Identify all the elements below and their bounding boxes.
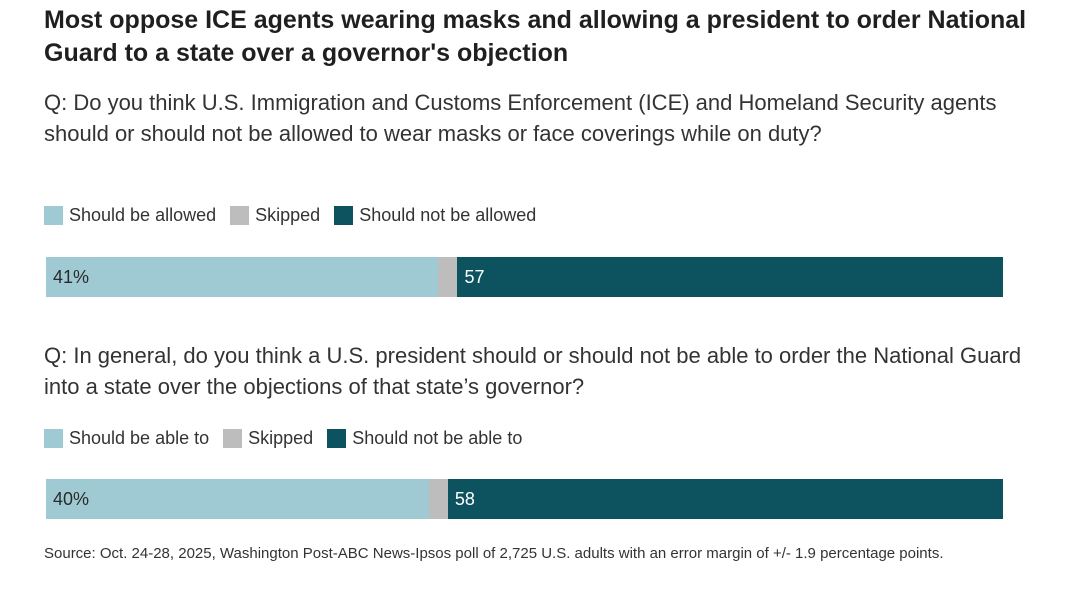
bar-segment-should-be-able-to: 40% [46, 479, 429, 519]
legend-label-skipped: Skipped [248, 428, 314, 448]
stacked-bar-ice-masks: 41% 57 [46, 257, 1003, 297]
question-national-guard: Q: In general, do you think a U.S. presi… [44, 343, 1022, 399]
legend-label-should-be-allowed: Should be allowed [69, 205, 217, 225]
data-label-should-be-allowed: 41% [53, 267, 90, 287]
legend-swatch-should-be-able-to [44, 429, 63, 448]
legend-label-skipped: Skipped [255, 205, 321, 225]
legend-item-should-be-able-to: Should be able to [44, 428, 209, 449]
legend-item-skipped: Skipped [230, 205, 320, 226]
bar-segment-skipped [428, 479, 448, 519]
bar-segment-should-not-be-allowed: 57 [457, 257, 1003, 297]
data-label-should-not-be-able-to: 58 [454, 489, 475, 509]
stacked-bar-national-guard: 40% 58 [46, 479, 1003, 519]
question-ice-masks: Q: Do you think U.S. Immigration and Cus… [44, 90, 997, 146]
data-label-should-not-be-allowed: 57 [464, 267, 485, 287]
legend-swatch-should-not-be-able-to [327, 429, 347, 448]
legend-item-should-be-allowed: Should be allowed [44, 205, 216, 226]
data-label-should-be-able-to: 40% [53, 489, 90, 509]
bar-segment-skipped [438, 257, 458, 297]
legend-label-should-not-be-allowed: Should not be allowed [359, 205, 537, 225]
legend-swatch-skipped [223, 429, 243, 448]
source-note: Source: Oct. 24-28, 2025, Washington Pos… [44, 545, 944, 562]
legend-item-skipped: Skipped [223, 428, 313, 449]
legend-item-should-not-be-allowed: Should not be allowed [334, 205, 536, 226]
bar-segment-should-not-be-able-to: 58 [447, 479, 1003, 519]
legend-swatch-should-be-allowed [44, 206, 63, 225]
legend-label-should-not-be-able-to: Should not be able to [352, 428, 523, 448]
legend-ice-masks: Should be allowed Skipped Should not be … [44, 205, 550, 226]
legend-item-should-not-be-able-to: Should not be able to [327, 428, 522, 449]
bar-segment-should-be-allowed: 41% [46, 257, 439, 297]
chart-title: Most oppose ICE agents wearing masks and… [44, 6, 1027, 67]
legend-swatch-skipped [230, 206, 250, 225]
legend-national-guard: Should be able to Skipped Should not be … [44, 428, 536, 449]
legend-swatch-should-not-be-allowed [334, 206, 354, 225]
legend-label-should-be-able-to: Should be able to [69, 428, 210, 448]
